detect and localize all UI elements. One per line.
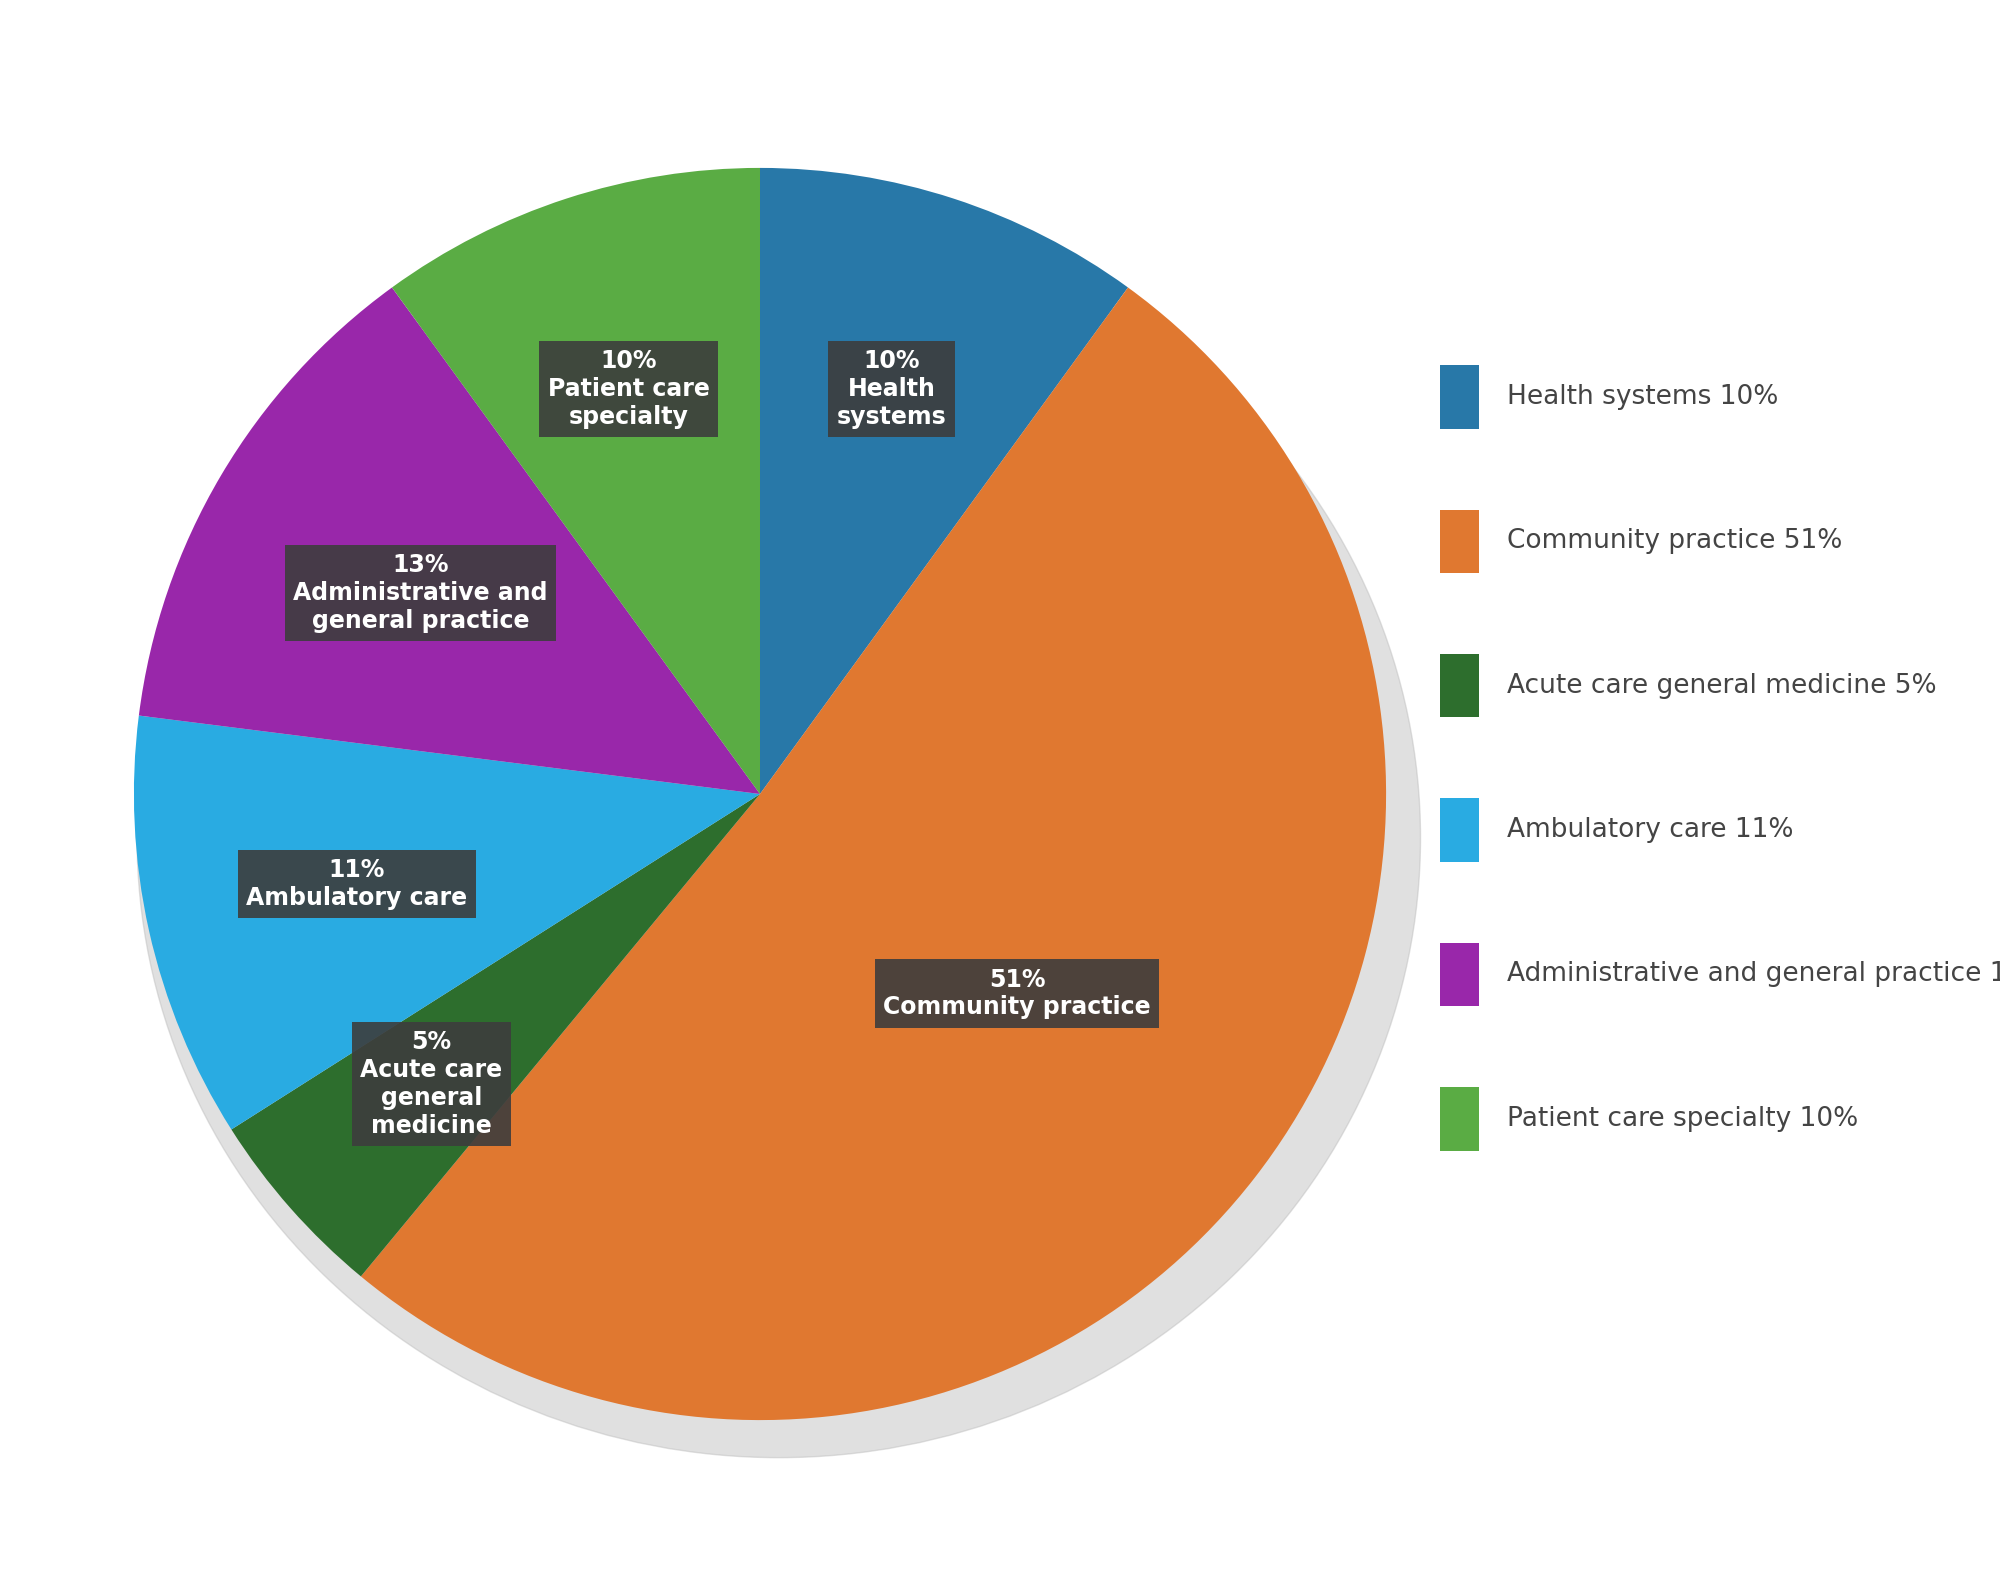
Text: Community practice 51%: Community practice 51% <box>1508 529 1842 554</box>
Text: Administrative and general practice 13%: Administrative and general practice 13% <box>1508 961 2000 988</box>
Text: Patient care specialty 10%: Patient care specialty 10% <box>1508 1105 1858 1132</box>
FancyBboxPatch shape <box>1440 365 1480 429</box>
FancyBboxPatch shape <box>1440 943 1480 1007</box>
Text: 13%
Administrative and
general practice: 13% Administrative and general practice <box>294 553 548 634</box>
Text: Ambulatory care 11%: Ambulatory care 11% <box>1508 818 1794 843</box>
FancyBboxPatch shape <box>1440 799 1480 862</box>
Wedge shape <box>232 794 760 1277</box>
Text: Health systems 10%: Health systems 10% <box>1508 384 1778 410</box>
Wedge shape <box>138 287 760 794</box>
Wedge shape <box>392 168 760 794</box>
FancyBboxPatch shape <box>1440 510 1480 573</box>
Text: 51%
Community practice: 51% Community practice <box>884 967 1152 1019</box>
FancyBboxPatch shape <box>1440 654 1480 718</box>
Ellipse shape <box>138 218 1420 1458</box>
FancyBboxPatch shape <box>1440 1088 1480 1151</box>
Text: 5%
Acute care
general
medicine: 5% Acute care general medicine <box>360 1031 502 1137</box>
Wedge shape <box>760 168 1128 794</box>
Wedge shape <box>360 287 1386 1420</box>
Text: 10%
Patient care
specialty: 10% Patient care specialty <box>548 349 710 429</box>
Text: 10%
Health
systems: 10% Health systems <box>836 349 946 429</box>
Text: 11%
Ambulatory care: 11% Ambulatory care <box>246 858 468 910</box>
Wedge shape <box>134 716 760 1129</box>
Text: Acute care general medicine 5%: Acute care general medicine 5% <box>1508 673 1936 699</box>
